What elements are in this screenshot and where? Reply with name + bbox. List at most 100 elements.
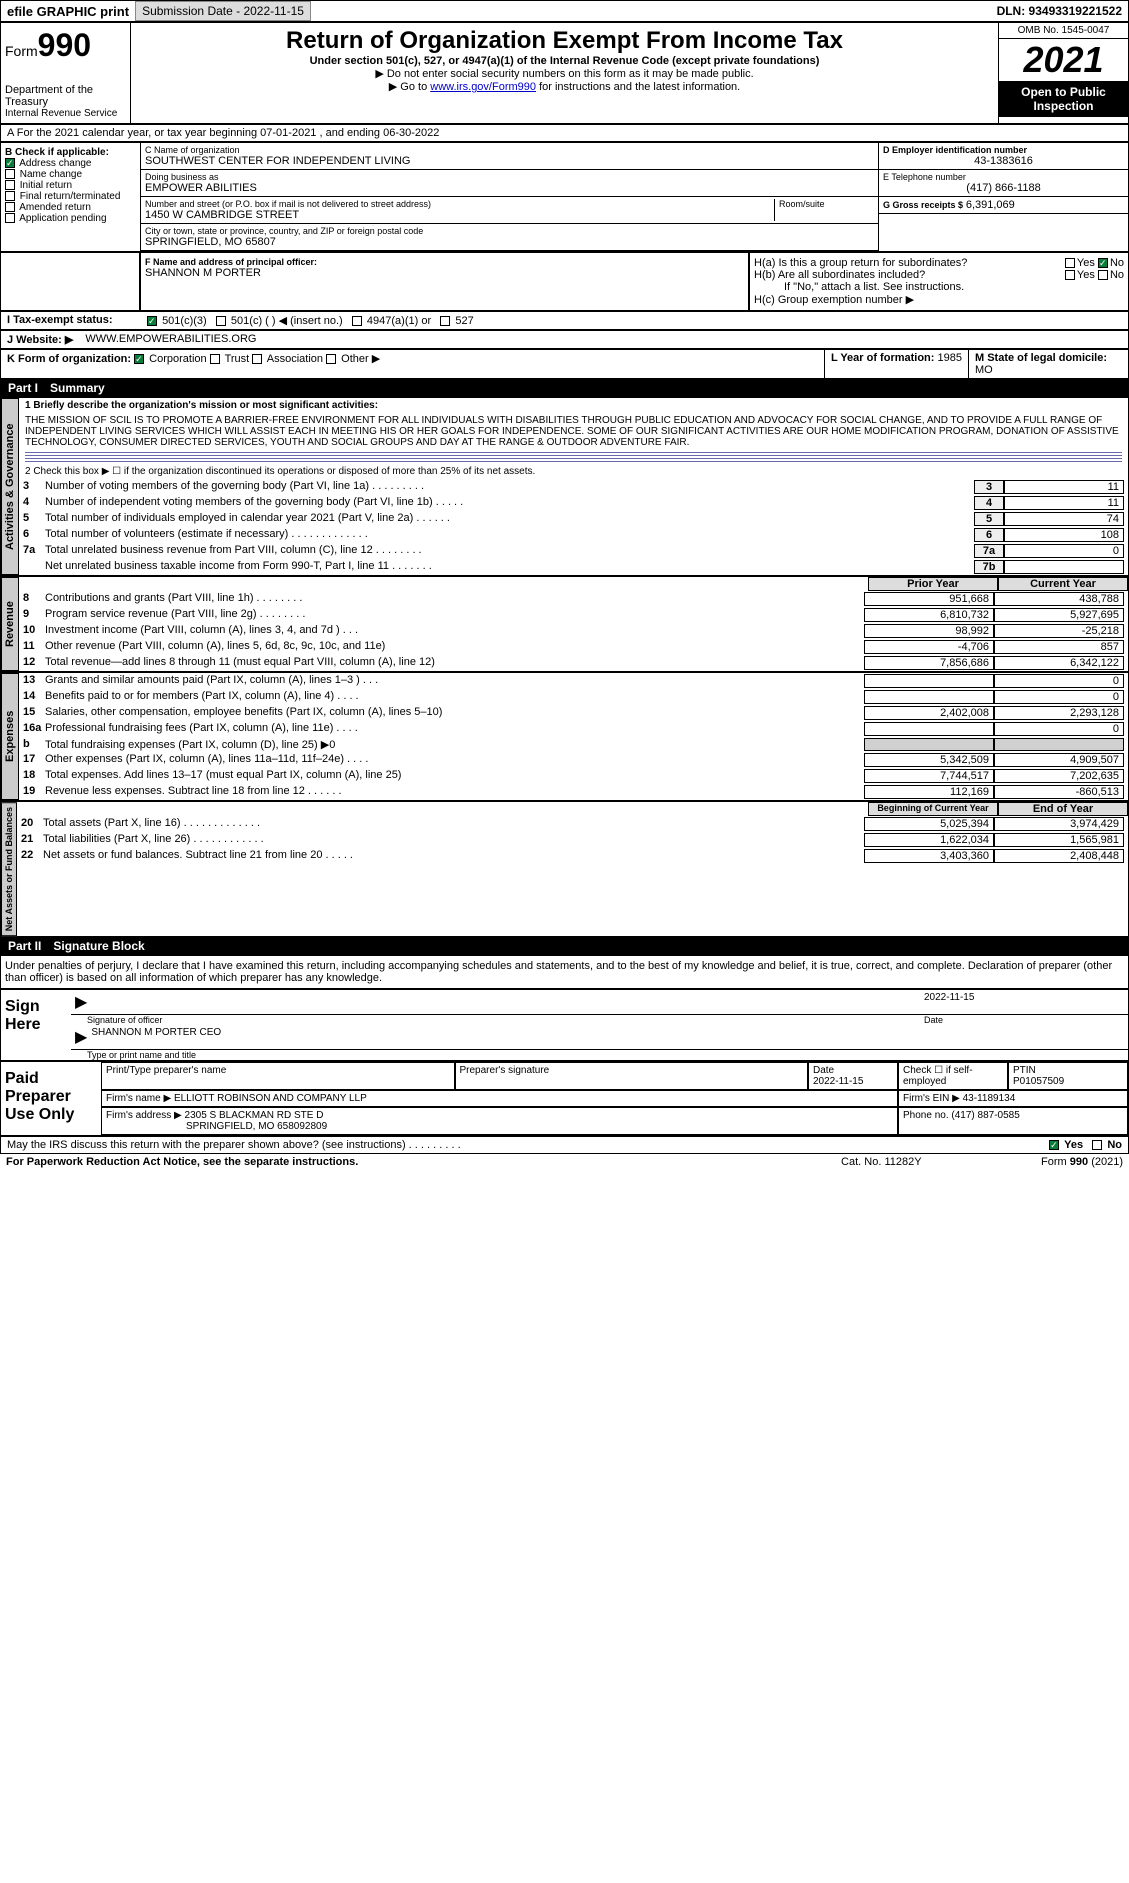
firm-addr: 2305 S BLACKMAN RD STE D bbox=[185, 1110, 324, 1121]
tax-exempt-label: I Tax-exempt status: bbox=[1, 312, 141, 329]
colb-checkbox[interactable] bbox=[5, 191, 15, 201]
line2-text: 2 Check this box ▶ ☐ if the organization… bbox=[19, 464, 1128, 479]
instr-goto: ▶ Go to www.irs.gov/Form990 for instruct… bbox=[135, 80, 994, 93]
firm-phone-label: Phone no. bbox=[903, 1110, 949, 1121]
ha-yes-checkbox[interactable] bbox=[1065, 258, 1075, 268]
firm-ein-label: Firm's EIN ▶ bbox=[903, 1093, 960, 1104]
revenue-section: Revenue Prior Year Current Year 8Contrib… bbox=[0, 576, 1129, 672]
domicile-label: M State of legal domicile: bbox=[975, 352, 1107, 364]
gov-line: 5Total number of individuals employed in… bbox=[19, 511, 1128, 527]
row-k: K Form of organization: Corporation Trus… bbox=[0, 349, 1129, 379]
hb-note: If "No," attach a list. See instructions… bbox=[754, 281, 1124, 293]
colb-checkbox[interactable] bbox=[5, 169, 15, 179]
data-line: 13Grants and similar amounts paid (Part … bbox=[19, 673, 1128, 689]
city-state-zip: SPRINGFIELD, MO 65807 bbox=[145, 236, 874, 248]
print-name-label: Print/Type preparer's name bbox=[101, 1062, 455, 1090]
assoc-checkbox[interactable] bbox=[252, 354, 262, 364]
data-line: 11Other revenue (Part VIII, column (A), … bbox=[19, 639, 1128, 655]
data-line: 12Total revenue—add lines 8 through 11 (… bbox=[19, 655, 1128, 671]
expenses-side: Expenses bbox=[1, 673, 19, 800]
room-label: Room/suite bbox=[779, 199, 874, 209]
gov-line: 4Number of independent voting members of… bbox=[19, 495, 1128, 511]
arrow-icon-2: ▶ bbox=[75, 1027, 87, 1047]
firm-name-label: Firm's name ▶ bbox=[106, 1093, 171, 1104]
part2-label: Part II bbox=[8, 939, 41, 953]
colb-item: Initial return bbox=[5, 180, 136, 191]
prior-year-hdr: Prior Year bbox=[868, 577, 998, 591]
year-formation: 1985 bbox=[938, 352, 962, 364]
street-address: 1450 W CAMBRIDGE STREET bbox=[145, 209, 774, 221]
netassets-side: Net Assets or Fund Balances bbox=[1, 802, 17, 936]
form-num: 990 bbox=[38, 27, 91, 63]
tax-year: 2021 bbox=[999, 39, 1128, 81]
governance-side: Activities & Governance bbox=[1, 398, 19, 575]
ein-value: 43-1383616 bbox=[883, 155, 1124, 167]
colb-checkbox[interactable] bbox=[5, 202, 15, 212]
4947-label: 4947(a)(1) or bbox=[367, 315, 431, 327]
website-label: J Website: ▶ bbox=[1, 331, 79, 348]
colb-checkbox[interactable] bbox=[5, 213, 15, 223]
527-checkbox[interactable] bbox=[440, 316, 450, 326]
instr-suffix: for instructions and the latest informat… bbox=[536, 81, 740, 93]
data-line: 17Other expenses (Part IX, column (A), l… bbox=[19, 752, 1128, 768]
colb-checkbox[interactable] bbox=[5, 180, 15, 190]
mission-text: THE MISSION OF SCIL IS TO PROMOTE A BARR… bbox=[19, 413, 1128, 450]
instr-prefix: ▶ Go to bbox=[389, 81, 430, 93]
k-label: K Form of organization: bbox=[7, 353, 131, 365]
colb-item: Name change bbox=[5, 169, 136, 180]
discuss-question: May the IRS discuss this return with the… bbox=[7, 1139, 1049, 1151]
501c3-checkbox[interactable] bbox=[147, 316, 157, 326]
firm-ein: 43-1189134 bbox=[963, 1093, 1016, 1104]
ha-text: H(a) Is this a group return for subordin… bbox=[754, 257, 967, 269]
ha-no-label: No bbox=[1110, 257, 1124, 269]
form-subtitle: Under section 501(c), 527, or 4947(a)(1)… bbox=[135, 55, 994, 67]
officer-printed-name: SHANNON M PORTER CEO bbox=[91, 1027, 221, 1047]
ha-question: H(a) Is this a group return for subordin… bbox=[754, 257, 1124, 269]
prep-date: 2022-11-15 bbox=[813, 1076, 893, 1087]
corp-checkbox[interactable] bbox=[134, 354, 144, 364]
part1-header: Part I Summary bbox=[0, 379, 1129, 397]
top-header: efile GRAPHIC print Submission Date - 20… bbox=[0, 0, 1129, 22]
data-line: 9Program service revenue (Part VIII, lin… bbox=[19, 607, 1128, 623]
dba-label: Doing business as bbox=[145, 172, 874, 182]
colb-item: Final return/terminated bbox=[5, 191, 136, 202]
colb-item: Amended return bbox=[5, 202, 136, 213]
colb-checkbox[interactable] bbox=[5, 158, 15, 168]
gov-line: 3Number of voting members of the governi… bbox=[19, 479, 1128, 495]
ein-label: D Employer identification number bbox=[883, 145, 1124, 155]
4947-checkbox[interactable] bbox=[352, 316, 362, 326]
trust-checkbox[interactable] bbox=[210, 354, 220, 364]
part2-header: Part II Signature Block bbox=[0, 937, 1129, 955]
501c3-label: 501(c)(3) bbox=[162, 315, 207, 327]
year-formation-label: L Year of formation: bbox=[831, 352, 935, 364]
receipts-label: G Gross receipts $ bbox=[883, 200, 963, 210]
hc-question: H(c) Group exemption number ▶ bbox=[754, 293, 1124, 306]
dln-label: DLN: 93493319221522 bbox=[991, 2, 1128, 20]
data-line: 22Net assets or fund balances. Subtract … bbox=[17, 848, 1128, 864]
ha-no-checkbox[interactable] bbox=[1098, 258, 1108, 268]
col-c-name: C Name of organization SOUTHWEST CENTER … bbox=[141, 143, 878, 251]
discuss-yes-checkbox[interactable] bbox=[1049, 1140, 1059, 1150]
perjury-statement: Under penalties of perjury, I declare th… bbox=[0, 955, 1129, 989]
hb-no-checkbox[interactable] bbox=[1098, 270, 1108, 280]
instr-ssn: ▶ Do not enter social security numbers o… bbox=[135, 67, 994, 80]
other-checkbox[interactable] bbox=[326, 354, 336, 364]
data-line: 19Revenue less expenses. Subtract line 1… bbox=[19, 784, 1128, 800]
data-line: 18Total expenses. Add lines 13–17 (must … bbox=[19, 768, 1128, 784]
501c-checkbox[interactable] bbox=[216, 316, 226, 326]
data-line: 15Salaries, other compensation, employee… bbox=[19, 705, 1128, 721]
no-label: No bbox=[1107, 1139, 1122, 1151]
open-inspection: Open to Public Inspection bbox=[999, 81, 1128, 117]
submission-date-button[interactable]: Submission Date - 2022-11-15 bbox=[135, 1, 311, 21]
irs-link[interactable]: www.irs.gov/Form990 bbox=[430, 81, 536, 93]
form-title: Return of Organization Exempt From Incom… bbox=[135, 27, 994, 55]
hb-text: H(b) Are all subordinates included? bbox=[754, 269, 925, 281]
revenue-side: Revenue bbox=[1, 577, 19, 671]
part2-title: Signature Block bbox=[53, 939, 144, 953]
rev-col-header: Prior Year Current Year bbox=[19, 577, 1128, 591]
hb-yes-checkbox[interactable] bbox=[1065, 270, 1075, 280]
discuss-no-checkbox[interactable] bbox=[1092, 1140, 1102, 1150]
governance-section: Activities & Governance 1 Briefly descri… bbox=[0, 397, 1129, 576]
cat-no: Cat. No. 11282Y bbox=[841, 1156, 1041, 1168]
phone-value: (417) 866-1188 bbox=[883, 182, 1124, 194]
